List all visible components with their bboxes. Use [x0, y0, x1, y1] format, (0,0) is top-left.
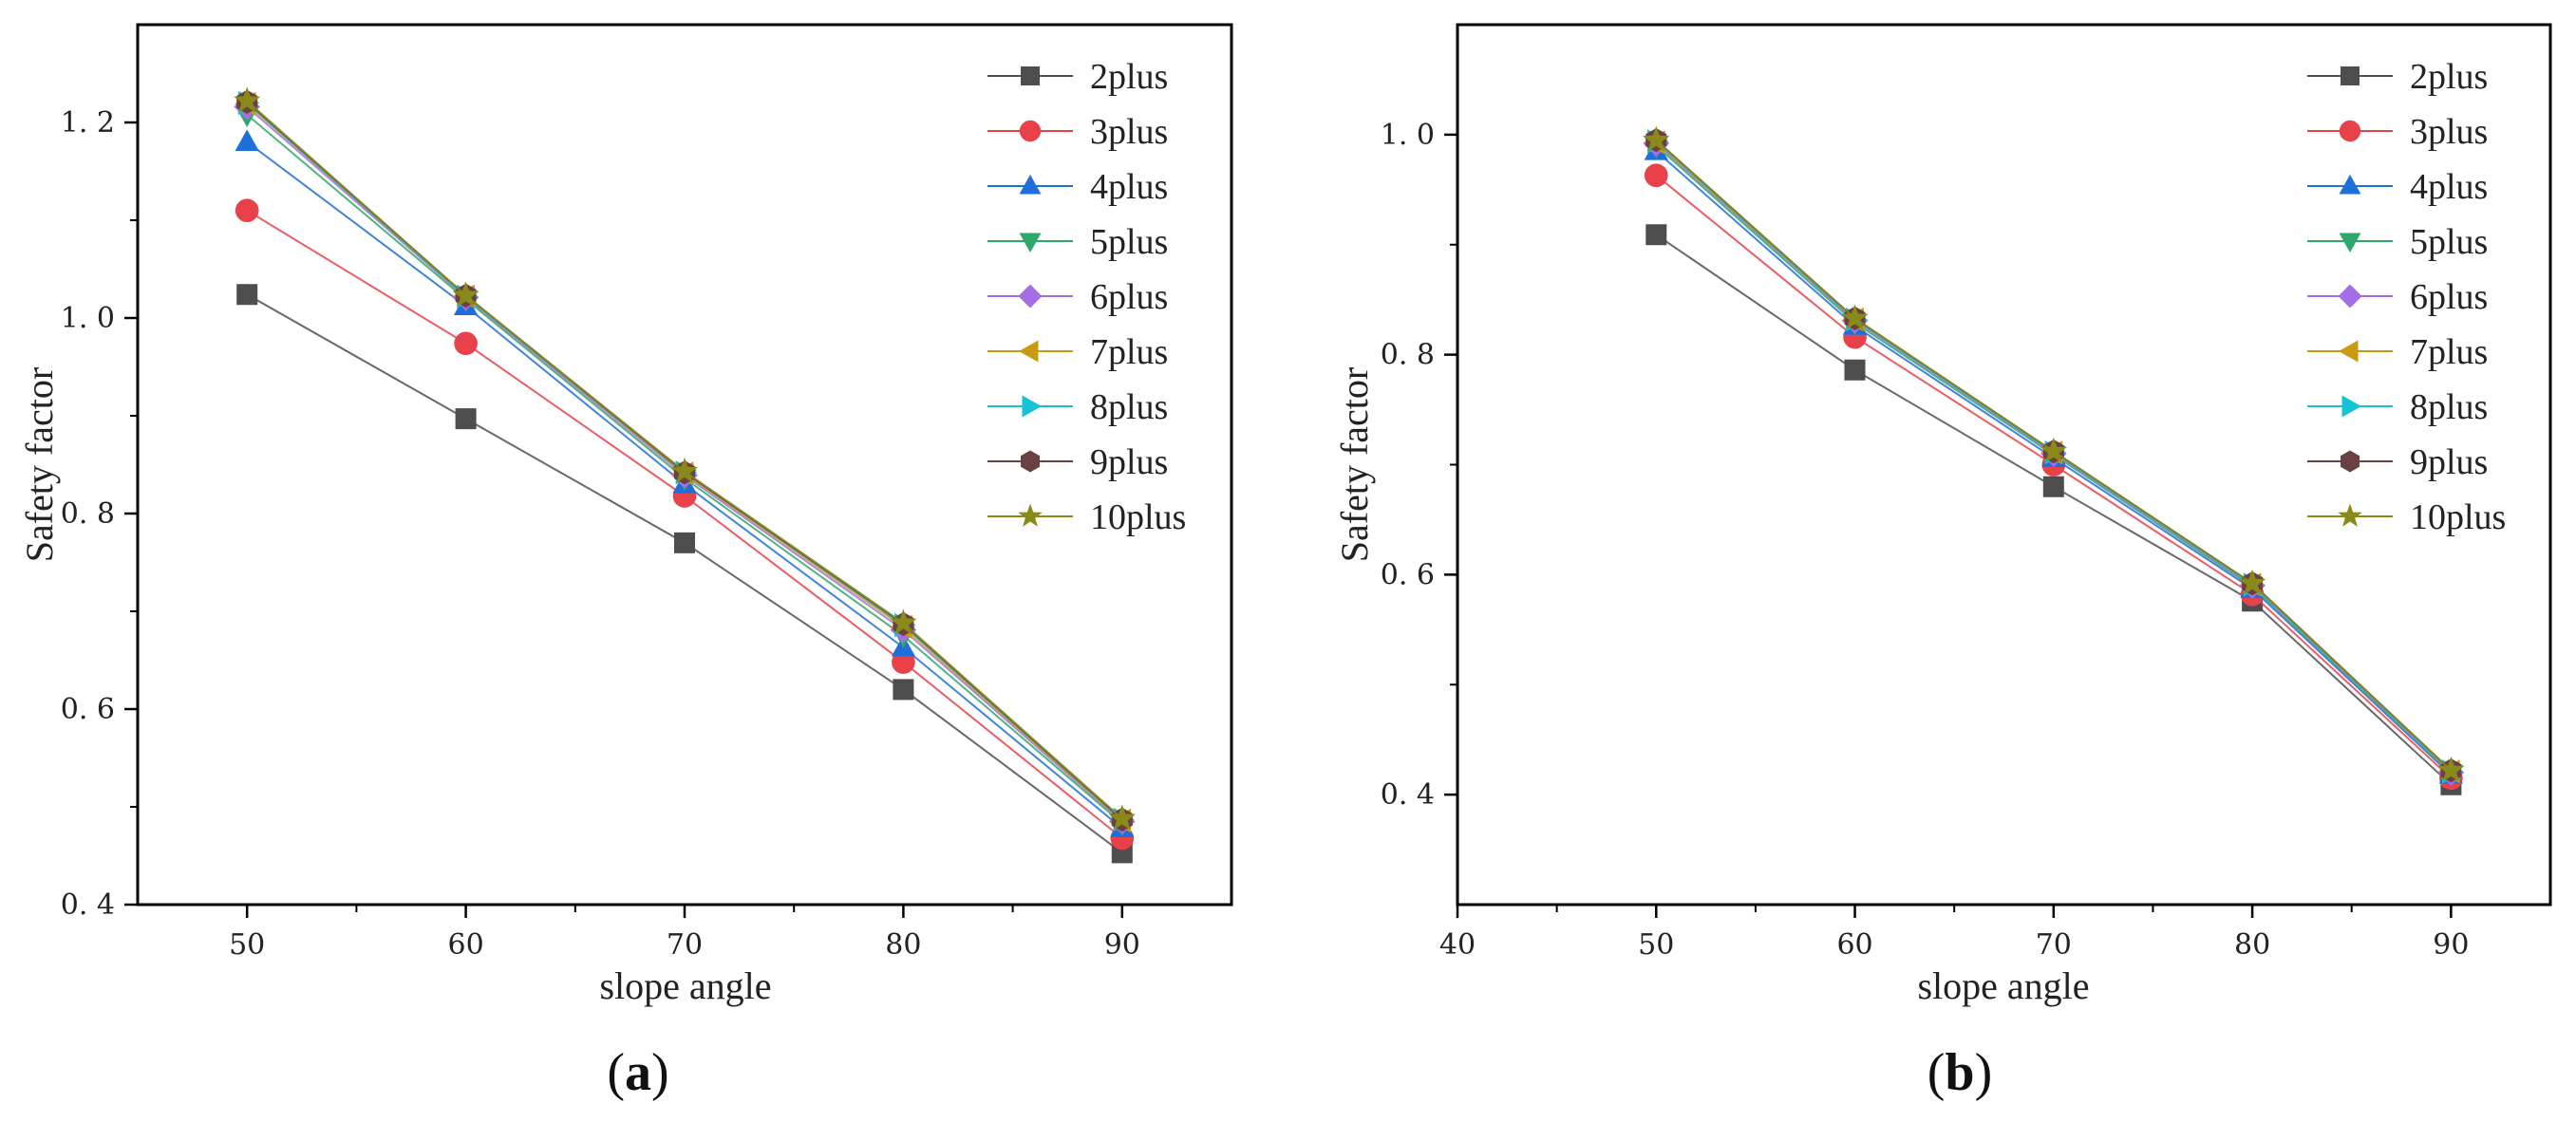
- data-point-2plus: [2042, 476, 2064, 497]
- legend-label-3plus: 3plus: [1090, 112, 1168, 152]
- legend-label-5plus: 5plus: [1090, 222, 1168, 262]
- legend-label-7plus: 7plus: [1090, 332, 1168, 372]
- data-point-2plus: [455, 408, 477, 430]
- legend-marker-8plus: [2341, 395, 2361, 418]
- x-tick-label-a: 50: [229, 928, 265, 962]
- legend-label-10plus: 10plus: [2410, 497, 2506, 537]
- legend-label-6plus: 6plus: [2410, 277, 2488, 317]
- x-tick-label-a: 80: [885, 928, 921, 962]
- x-tick-label-b: 60: [1836, 928, 1872, 962]
- series-10plus-b: [1643, 125, 2465, 782]
- data-point-10plus: [2040, 437, 2067, 463]
- data-point-10plus: [1643, 125, 1670, 152]
- x-tick-label-b: 40: [1439, 928, 1476, 962]
- y-tick-label-b: 0. 8: [1381, 339, 1435, 372]
- legend-label-5plus: 5plus: [2410, 222, 2488, 262]
- legend-marker-10plus: [2338, 503, 2362, 527]
- legend-label-2plus: 2plus: [1090, 57, 1168, 97]
- series-2plus-b: [1645, 224, 2462, 795]
- x-axis-title-b: slope angle: [1917, 964, 2089, 1007]
- panel-label-a: (a): [607, 1043, 668, 1102]
- data-point-10plus: [2437, 756, 2465, 782]
- y-axis-title-b: Safety factor: [1333, 367, 1376, 562]
- series-line-2plus: [246, 293, 1123, 854]
- x-tick-label-a: 60: [448, 928, 484, 962]
- legend-b: 2plus 3plus 4plus 5plus 6plus 7plus 8plus 9plus…: [2307, 57, 2506, 537]
- legend-marker-9plus: [1021, 450, 1040, 473]
- plot-frame-b: [1456, 23, 2552, 907]
- legend-label-8plus: 8plus: [2410, 387, 2488, 427]
- data-point-4plus: [235, 129, 259, 151]
- data-point-10plus: [890, 608, 917, 635]
- legend-marker-4plus: [2339, 175, 2361, 195]
- x-tick-label-a: 90: [1104, 928, 1140, 962]
- data-point-2plus: [236, 284, 258, 306]
- data-point-10plus: [2239, 569, 2266, 595]
- legend-label-9plus: 9plus: [1090, 442, 1168, 482]
- legend-label-4plus: 4plus: [1090, 167, 1168, 207]
- data-point-3plus: [454, 331, 478, 356]
- legend-marker-3plus: [2339, 120, 2361, 142]
- legend-marker-5plus: [2339, 233, 2361, 252]
- legend-marker-6plus: [2338, 284, 2362, 309]
- legend-label-3plus: 3plus: [2410, 112, 2488, 152]
- legend-marker-7plus: [2339, 340, 2359, 363]
- y-tick-label-b: 0. 6: [1381, 558, 1435, 591]
- data-point-10plus: [1841, 304, 1869, 330]
- y-tick-label-a: 0. 8: [61, 497, 115, 531]
- data-point-10plus: [1108, 804, 1136, 831]
- x-tick-label-b: 80: [2234, 928, 2270, 962]
- data-point-2plus: [674, 532, 695, 553]
- legend-marker-8plus: [1022, 395, 1042, 418]
- x-tick-label-a: 70: [667, 928, 703, 962]
- x-tick-label-b: 50: [1638, 928, 1674, 962]
- y-tick-label-a: 1. 2: [61, 106, 115, 140]
- y-axis-title-a: Safety factor: [18, 367, 61, 562]
- legend-marker-7plus: [1019, 340, 1039, 363]
- legend-label-8plus: 8plus: [1090, 387, 1168, 427]
- legend-marker-6plus: [1018, 284, 1043, 309]
- data-point-10plus: [452, 281, 479, 308]
- legend-marker-2plus: [1021, 66, 1040, 85]
- legend-label-4plus: 4plus: [2410, 167, 2488, 207]
- data-point-2plus: [893, 679, 914, 701]
- x-tick-label-b: 90: [2433, 928, 2469, 962]
- legend-marker-3plus: [1019, 120, 1042, 142]
- data-point-10plus: [670, 457, 699, 483]
- panel-label-b: (b): [1927, 1043, 1992, 1102]
- legend-marker-4plus: [1019, 175, 1042, 195]
- x-tick-label-b: 70: [2036, 928, 2072, 962]
- chart-panel-a: 50 60 70 80 90 0. 4 0. 6 0. 8 1. 0 1. 2 slope angl…: [18, 23, 1233, 1102]
- y-tick-label-a: 0. 4: [61, 888, 115, 922]
- y-tick-label-a: 0. 6: [61, 693, 115, 726]
- legend-marker-9plus: [2341, 450, 2360, 473]
- series-line-3plus: [246, 209, 1123, 839]
- legend-label-2plus: 2plus: [2410, 57, 2488, 97]
- data-point-3plus: [235, 198, 259, 223]
- series-10plus-a: [234, 86, 1136, 831]
- legend-marker-10plus: [1018, 503, 1043, 527]
- x-axis-title-a: slope angle: [599, 964, 771, 1007]
- series-2plus-a: [236, 284, 1133, 864]
- series-line-2plus: [1655, 234, 2453, 786]
- legend-label-9plus: 9plus: [2410, 442, 2488, 482]
- legend-marker-2plus: [2341, 66, 2360, 85]
- chart-panel-b: 40 50 60 70 80 90 0. 4 0. 6 0. 8 1. 0 slope angle S…: [1333, 23, 2552, 1102]
- data-point-10plus: [234, 86, 261, 113]
- data-point-3plus: [1644, 163, 1668, 188]
- data-point-2plus: [1844, 359, 1866, 381]
- legend-a: 2plus 3plus 4plus 5plus 6plus 7plus 8plus 9plus…: [987, 57, 1186, 537]
- y-tick-label-a: 1. 0: [61, 302, 115, 335]
- y-tick-label-b: 0. 4: [1381, 778, 1435, 812]
- data-point-2plus: [1645, 224, 1667, 246]
- legend-label-10plus: 10plus: [1090, 497, 1186, 537]
- legend-label-7plus: 7plus: [2410, 332, 2488, 372]
- y-tick-label-b: 1. 0: [1381, 119, 1435, 152]
- legend-label-6plus: 6plus: [1090, 277, 1168, 317]
- legend-marker-5plus: [1019, 233, 1042, 252]
